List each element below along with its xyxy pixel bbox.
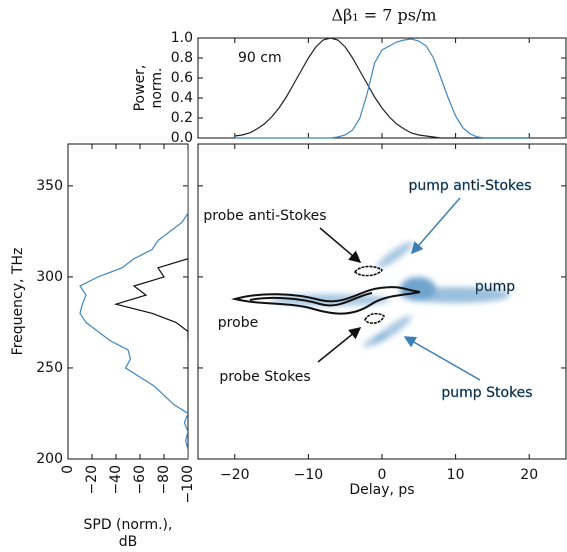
arrows [317,197,481,381]
y-tick-label: 0.2 [171,110,193,126]
y-tick-label: 0.4 [171,90,193,106]
x-tick-label: −100 [180,465,196,503]
spectrogram [231,241,510,348]
y-axis-label: norm. [149,67,165,108]
y-tick-label: 0.6 [171,70,193,86]
x-axis-label: dB [119,534,138,550]
series-line [113,258,188,341]
y-tick-label: 200 [36,451,63,467]
series-line [234,37,530,139]
series-line [79,149,188,459]
x-tick-label: −60 [132,465,148,495]
annotation: pump [475,279,515,295]
series-line [234,38,530,139]
x-tick-label: −10 [294,467,324,483]
y-tick-label: 350 [36,178,63,194]
annotation: probe anti-Stokes [203,208,326,224]
x-tick-label: −80 [156,465,172,495]
y-tick-label: 1.0 [171,30,193,46]
x-tick-label: −40 [108,465,124,495]
annotation: probe Stokes [219,369,310,385]
annotation: pump anti-Stokes [408,178,531,194]
x-tick-label: 10 [447,467,465,483]
y-axis-label: Frequency, THz [10,248,26,356]
y-tick-label: 0.0 [171,130,193,146]
x-tick-label: −20 [84,465,100,495]
chart-title: Δβ₁ = 7 ps/m [331,6,436,25]
y-tick-label: 0.8 [171,50,193,66]
annotation: probe [218,315,258,331]
y-axis-label: Power, [132,65,148,112]
annotation: pump Stokes [441,385,532,401]
x-tick-label: −20 [220,467,250,483]
x-axis-label: Delay, ps [349,482,414,498]
y-tick-label: 250 [36,360,63,376]
plot-frame [67,143,189,460]
x-tick-label: 0 [60,465,76,474]
annotation: 90 cm [238,50,282,66]
x-tick-label: 20 [520,467,538,483]
y-tick-label: 300 [36,269,63,285]
x-tick-label: 0 [378,467,387,483]
x-axis-label: SPD (norm.), [84,517,173,533]
